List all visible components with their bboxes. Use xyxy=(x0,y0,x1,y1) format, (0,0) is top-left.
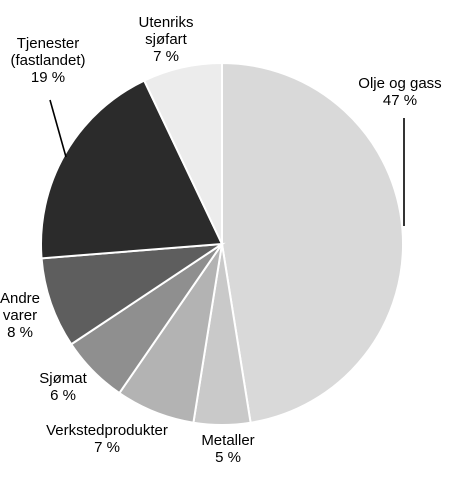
leader-lines xyxy=(49,99,405,226)
slice-label-verkstedprodukter: Verkstedprodukter 7 % xyxy=(46,422,168,456)
slice-label-tjenester-fastlandet: Tjenester (fastlandet) 19 % xyxy=(10,35,85,86)
slice-label-metaller: Metaller 5 % xyxy=(201,432,254,466)
slice-label-utenriks-sjofart: Utenriks sjøfart 7 % xyxy=(138,14,193,65)
slice-label-sjomat: Sjømat 6 % xyxy=(39,370,87,404)
slice-label-andre-varer: Andre varer 8 % xyxy=(0,290,40,341)
pie-slice-utenriks-sjofart xyxy=(142,61,223,245)
pie-slices xyxy=(40,61,405,427)
slice-labels: Olje og gass 47 % Metaller 5 % Verkstedprodu… xyxy=(0,14,442,466)
pie-slice-olje-og-gass xyxy=(221,61,405,424)
pie-slice-andre-varer xyxy=(40,242,226,346)
leader-line-tjenester-fastlandet xyxy=(49,99,67,158)
slice-label-olje-og-gass: Olje og gass 47 % xyxy=(358,75,441,109)
